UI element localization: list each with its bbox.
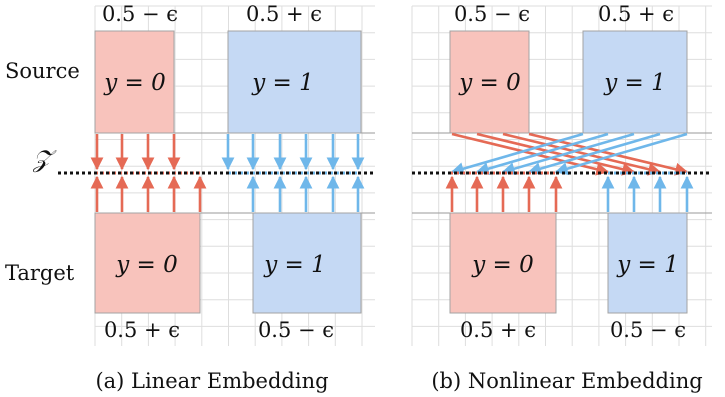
panel-b-target-class0-proportion: 0.5 + ϵ	[460, 318, 536, 342]
panel-b-source-class0-arrow-2	[502, 132, 662, 176]
panel-a-target-class1-box	[252, 212, 362, 314]
panel-b-source-class0-proportion: 0.5 − ϵ	[454, 2, 530, 26]
panel-a-target-class0-proportion: 0.5 + ϵ	[104, 318, 180, 342]
panel-b-source-class1-arrow-3	[527, 132, 661, 175]
panel-a-source-class1-proportion: 0.5 + ϵ	[246, 2, 322, 26]
panel-b-arrows	[445, 132, 694, 212]
panel-b	[449, 30, 688, 314]
panel-b-caption: (b) Nonlinear Embedding	[431, 369, 702, 393]
panel-b-source-class1-box	[582, 30, 688, 134]
panel-a-target-class1-label: y = 1	[263, 252, 326, 278]
panel-a-target-class0-box	[94, 212, 201, 314]
panel-b-target-class0-label: y = 0	[471, 252, 534, 278]
panel-a-target-class1-proportion: 0.5 − ϵ	[258, 318, 334, 342]
panel-b-target-class1-box	[607, 212, 688, 314]
panel-b-source-class0-arrow-3	[528, 132, 689, 176]
panel-b-source-class1-arrow-2	[501, 132, 635, 175]
panel-a-source-class0-proportion: 0.5 − ϵ	[102, 2, 178, 26]
panel-b-target-class1-label: y = 1	[616, 252, 679, 278]
panel-b-source-class1-arrow-4	[554, 132, 688, 175]
source-row-label: Source	[5, 59, 80, 83]
panel-a	[94, 30, 362, 314]
panel-b-target-class0-box	[449, 212, 557, 314]
panel-b-source-class1-arrow-1	[475, 132, 609, 175]
panel-a-caption: (a) Linear Embedding	[95, 369, 328, 393]
panel-a-source-class0-label: y = 0	[103, 70, 166, 96]
panel-a-arrows	[90, 134, 365, 212]
embedding-space-label: 𝒵	[32, 145, 57, 173]
panel-b-source-class1-proportion: 0.5 + ϵ	[598, 2, 674, 26]
panel-a-source-class0-box	[94, 30, 175, 134]
panel-a-target-class0-label: y = 0	[115, 252, 178, 278]
panel-b-source-class0-arrow-1	[476, 132, 636, 176]
panel-b-source-class0-box	[449, 30, 530, 134]
panel-b-source-class1-label: y = 1	[603, 70, 666, 96]
panel-b-source-class0-label: y = 0	[458, 70, 521, 96]
panel-b-target-class1-proportion: 0.5 − ϵ	[610, 318, 686, 342]
panel-a-source-class1-label: y = 1	[251, 70, 314, 96]
panel-a-source-class1-box	[227, 30, 362, 134]
panel-b-source-class1-arrow-0	[450, 132, 584, 175]
target-row-label: Target	[5, 261, 75, 285]
